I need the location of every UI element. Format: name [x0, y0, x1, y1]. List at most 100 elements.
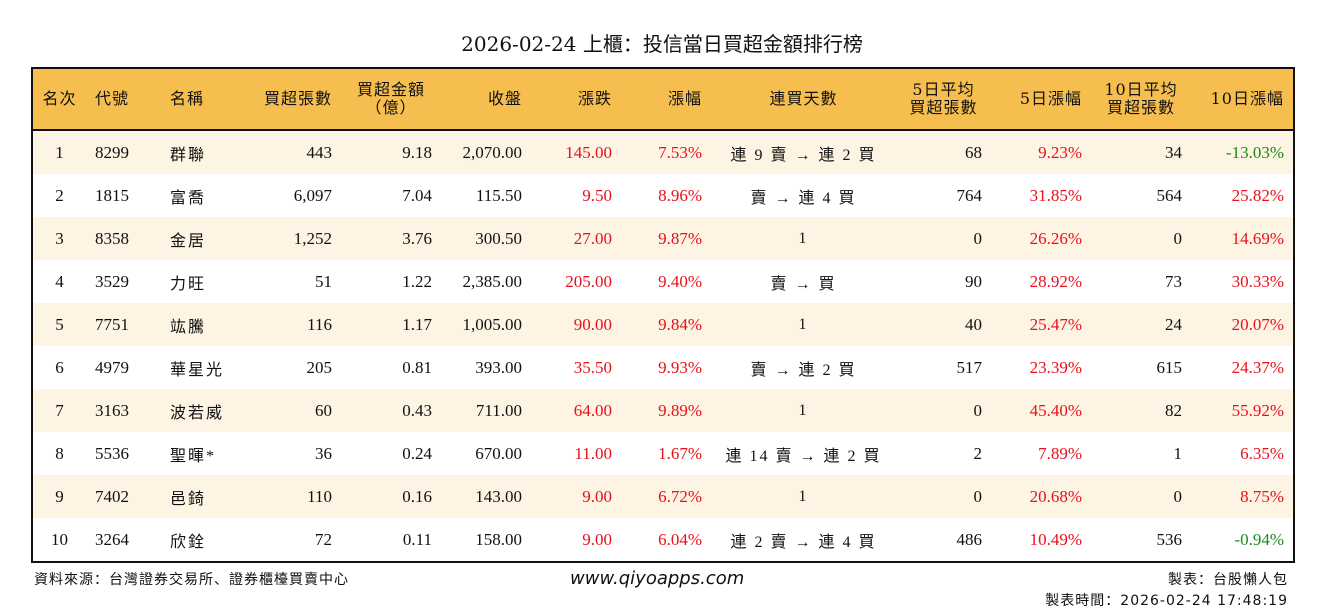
cell-change: 205.00 [565, 271, 612, 291]
cell-code: 3264 [95, 529, 129, 549]
cell-name: 竑騰 [161, 303, 241, 346]
cell-name: 力旺 [170, 275, 207, 293]
cell-consecutive-days: 1 [711, 217, 896, 260]
cell-pct-10d: 8.75% [1191, 475, 1294, 518]
cell-code: 8299 [86, 130, 161, 174]
cell-avg10-net-buy: 564 [1156, 185, 1183, 205]
cell-name: 群聯 [161, 130, 241, 174]
cell-close: 1,005.00 [441, 303, 531, 346]
cell-name: 聖暉* [170, 447, 217, 465]
table-row: 2 1815 富喬 6,097 7.04 115.50 9.50 8.96% 賣 → 連 4 買… [32, 174, 1294, 217]
cell-consecutive-days: 賣 → 連 4 買 [750, 189, 857, 207]
cell-name: 富喬 [170, 189, 207, 207]
cell-consecutive-days: 連 14 賣 → 連 2 買 [725, 447, 882, 465]
made-time: 製表時間：2026-02-24 17:48:19 [1045, 593, 1288, 609]
cell-close: 2,385.00 [462, 271, 523, 291]
cell-net-buy-lots: 36 [315, 443, 332, 463]
cell-close: 393.00 [475, 357, 522, 377]
cell-close: 143.00 [441, 475, 531, 518]
table-row: 9 7402 邑錡 110 0.16 143.00 9.00 6.72% 1 0 20.68% 0 8.… [32, 475, 1294, 518]
cell-avg5-net-buy: 764 [956, 185, 983, 205]
cell-net-buy-amount: 0.24 [402, 443, 432, 463]
cell-avg10-net-buy: 615 [1156, 357, 1183, 377]
cell-avg5-net-buy: 40 [896, 303, 991, 346]
cell-pct-5d: 10.49% [1029, 529, 1082, 549]
cell-avg10-net-buy: 0 [1091, 475, 1191, 518]
cell-avg5-net-buy: 0 [896, 389, 991, 432]
cell-net-buy-lots: 1,252 [241, 217, 341, 260]
cell-code: 8358 [86, 217, 161, 260]
cell-change-pct: 1.67% [658, 443, 702, 463]
header-consecutive-days: 連買天數 [711, 68, 896, 131]
cell-rank: 10 [51, 529, 68, 549]
page-title: 2026-02-24 上櫃：投信當日買超金額排行榜 [461, 32, 863, 56]
cell-avg5-net-buy: 486 [956, 529, 983, 549]
cell-pct-10d: 30.33% [1231, 271, 1284, 291]
cell-code: 7751 [86, 303, 161, 346]
cell-avg10-net-buy: 73 [1165, 271, 1182, 291]
cell-pct-10d: 55.92% [1191, 389, 1294, 432]
cell-change: 64.00 [531, 389, 621, 432]
cell-pct-10d: -13.03% [1191, 130, 1294, 174]
cell-pct-10d: 20.07% [1191, 303, 1294, 346]
cell-close: 158.00 [475, 529, 522, 549]
maker: 製表：台股懶人包 [1168, 572, 1288, 588]
header-name: 名稱 [161, 68, 241, 131]
cell-close: 670.00 [475, 443, 522, 463]
cell-net-buy-amount: 0.43 [341, 389, 441, 432]
cell-pct-5d: 25.47% [991, 303, 1091, 346]
cell-pct-10d: 6.35% [1240, 443, 1284, 463]
cell-close: 2,070.00 [441, 130, 531, 174]
table-row: 3 8358 金居 1,252 3.76 300.50 27.00 9.87% 1 0 26.26%… [32, 217, 1294, 260]
cell-change-pct: 9.89% [621, 389, 711, 432]
cell-net-buy-amount: 1.22 [402, 271, 432, 291]
cell-change-pct: 8.96% [658, 185, 702, 205]
table-row: 6 4979 華星光 205 0.81 393.00 35.50 9.93% 賣 → 連 2 買… [32, 346, 1294, 389]
cell-change-pct: 9.40% [658, 271, 702, 291]
cell-rank: 9 [32, 475, 86, 518]
table-row: 1 8299 群聯 443 9.18 2,070.00 145.00 7.53% 連 9 賣 →… [32, 130, 1294, 174]
cell-change: 9.00 [531, 475, 621, 518]
cell-rank: 5 [32, 303, 86, 346]
cell-consecutive-days: 賣 → 買 [770, 275, 837, 293]
cell-avg10-net-buy: 82 [1091, 389, 1191, 432]
cell-consecutive-days: 連 9 賣 → 連 2 買 [711, 130, 896, 174]
table-row: 7 3163 波若威 60 0.43 711.00 64.00 9.89% 1 0 45.40% 82… [32, 389, 1294, 432]
cell-pct-5d: 7.89% [1038, 443, 1082, 463]
cell-change: 9.50 [582, 185, 612, 205]
cell-net-buy-lots: 6,097 [293, 185, 332, 205]
cell-code: 3529 [95, 271, 129, 291]
cell-change: 90.00 [531, 303, 621, 346]
cell-rank: 8 [55, 443, 64, 463]
cell-net-buy-amount: 7.04 [402, 185, 432, 205]
cell-net-buy-lots: 443 [241, 130, 341, 174]
cell-consecutive-days: 1 [711, 475, 896, 518]
cell-change-pct: 6.72% [621, 475, 711, 518]
cell-net-buy-lots: 205 [306, 357, 333, 377]
cell-avg10-net-buy: 536 [1156, 529, 1183, 549]
cell-change-pct: 9.84% [621, 303, 711, 346]
website-url[interactable]: www.qiyoapps.com [570, 568, 745, 589]
cell-change-pct: 9.87% [621, 217, 711, 260]
cell-pct-10d: -0.94% [1234, 529, 1284, 549]
cell-name: 華星光 [170, 361, 225, 379]
cell-avg10-net-buy: 34 [1091, 130, 1191, 174]
header-avg5-net-buy: 5日平均 買超張數 [896, 68, 991, 131]
cell-code: 7402 [86, 475, 161, 518]
cell-pct-5d: 28.92% [1029, 271, 1082, 291]
cell-code: 3163 [86, 389, 161, 432]
cell-pct-5d: 23.39% [1029, 357, 1082, 377]
cell-code: 4979 [95, 357, 129, 377]
cell-avg10-net-buy: 24 [1091, 303, 1191, 346]
cell-change: 27.00 [531, 217, 621, 260]
table-row: 10 3264 欣銓 72 0.11 158.00 9.00 6.04% 連 2 賣 → 連 4… [32, 518, 1294, 562]
cell-close: 300.50 [441, 217, 531, 260]
cell-avg5-net-buy: 0 [896, 217, 991, 260]
cell-change: 35.50 [573, 357, 612, 377]
cell-avg10-net-buy: 0 [1091, 217, 1191, 260]
cell-net-buy-amount: 3.76 [341, 217, 441, 260]
cell-pct-10d: 24.37% [1231, 357, 1284, 377]
cell-net-buy-amount: 0.16 [341, 475, 441, 518]
cell-avg5-net-buy: 2 [973, 443, 983, 463]
cell-pct-5d: 26.26% [991, 217, 1091, 260]
